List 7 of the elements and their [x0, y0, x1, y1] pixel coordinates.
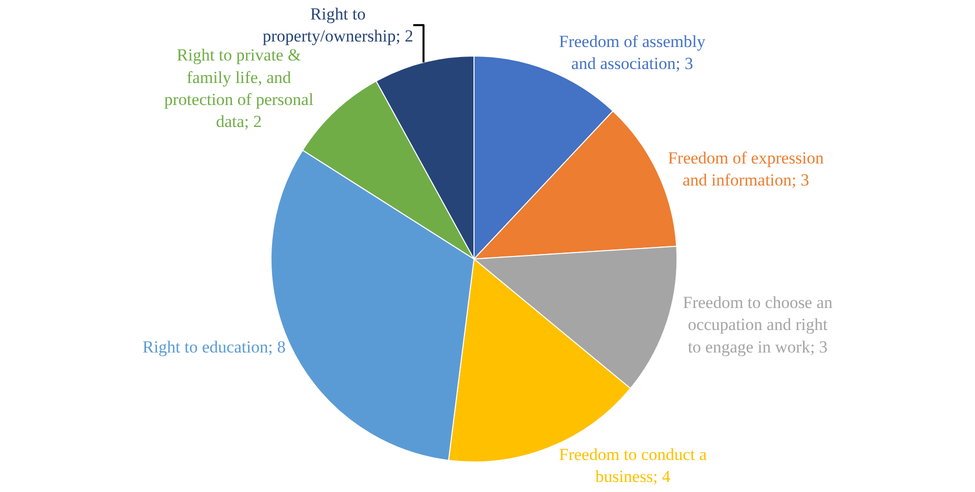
slice-label: Right to education; 8: [142, 338, 286, 357]
slice-label: Right to private & family life, and protection of personal data; 2: [164, 46, 314, 132]
slice-label: Freedom to conduct a business; 4: [559, 444, 708, 486]
slice-label: Right to property/ownership; 2: [262, 4, 414, 46]
slice-label: Freedom of expression and information; 3: [668, 148, 824, 190]
slice-label: Freedom to choose an occupation and right to engage in work; 3: [682, 293, 834, 356]
slice-label: Freedom of assembly and association; 3: [559, 32, 706, 74]
